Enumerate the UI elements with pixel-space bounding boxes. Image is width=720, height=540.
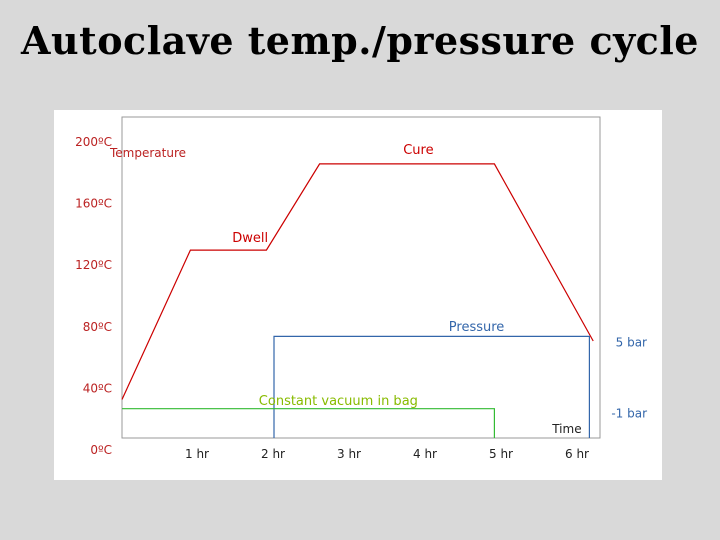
annotation-label: Pressure [449, 320, 505, 335]
y-tick-label: 120ºC [75, 258, 112, 272]
y-tick-label: 160ºC [75, 197, 112, 211]
x-tick-label: 3 hr [337, 447, 361, 461]
annotation-label: Constant vacuum in bag [259, 394, 418, 409]
annotation-label: Cure [403, 143, 433, 158]
x-axis-title: Time [551, 422, 581, 436]
slide-title: Autoclave temp./pressure cycle [21, 18, 699, 63]
series-line-pressure [273, 335, 591, 438]
x-tick-label: 2 hr [261, 447, 285, 461]
x-tick-label: 4 hr [413, 447, 437, 461]
y-tick-label: 0ºC [90, 443, 112, 457]
y-tick-label: 80ºC [83, 320, 112, 334]
plot-frame [121, 116, 601, 439]
x-tick-label: 6 hr [565, 447, 589, 461]
series-line-temperature [121, 163, 594, 400]
series-line-vacuum [122, 408, 495, 438]
y-tick-label: 40ºC [83, 381, 112, 395]
y-axis-title: Temperature [109, 146, 186, 160]
cycle-chart: 200ºC 160ºC 120ºC 80ºC 40ºC 0ºC 1 hr 2 hr 3 hr 4 … [75, 116, 647, 461]
side-label: 5 bar [616, 336, 647, 350]
x-tick-label: 1 hr [185, 447, 209, 461]
y-tick-label: 200ºC [75, 135, 112, 149]
chart-panel: 200ºC 160ºC 120ºC 80ºC 40ºC 0ºC 1 hr 2 hr 3 hr 4 … [54, 110, 662, 480]
annotation-label: Dwell [232, 231, 268, 246]
side-label: -1 bar [611, 406, 647, 420]
x-tick-label: 5 hr [489, 447, 513, 461]
